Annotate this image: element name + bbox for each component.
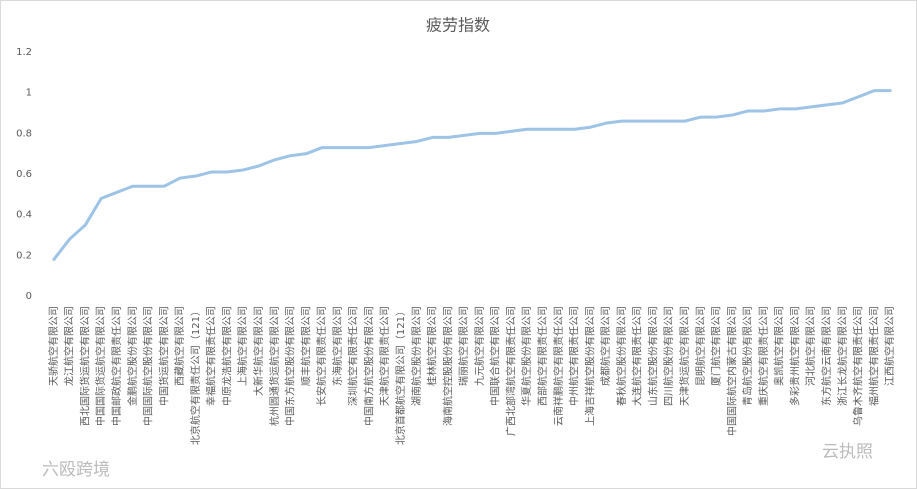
x-tick-label: 杭州圆通货运航空有限公司 bbox=[268, 306, 281, 426]
x-tick-label: 中国国际货运航空有限公司 bbox=[94, 306, 107, 426]
y-tick-label: 0.8 bbox=[16, 128, 32, 139]
x-tick-label: 西藏航空有限公司 bbox=[173, 306, 186, 386]
x-tick-label: 中国国际航空内蒙古有限公司 bbox=[725, 306, 738, 436]
x-tick-label: 中原龙浩航空有限公司 bbox=[220, 306, 233, 406]
x-tick-label: 顺丰航空有限公司 bbox=[299, 306, 312, 386]
x-tick-label: 河北航空有限公司 bbox=[804, 306, 817, 386]
x-tick-label: 北京首都航空有限公司（121） bbox=[394, 306, 407, 445]
x-tick-label: 西北国际货运航空有限公司 bbox=[78, 306, 91, 426]
x-tick-label: 九元航空有限公司 bbox=[473, 306, 486, 386]
x-tick-label: 海南航空控股股份有限公司 bbox=[441, 306, 454, 426]
x-tick-label: 湖南航空股份有限公司 bbox=[410, 306, 423, 406]
x-tick-label: 北京航空有限责任公司（121） bbox=[189, 306, 202, 445]
x-tick-label: 天津航空有限责任公司 bbox=[378, 306, 391, 406]
y-tick-label: 1 bbox=[26, 88, 32, 99]
watermark: 云执照 bbox=[822, 442, 873, 462]
x-tick-label: 瑞丽航空有限公司 bbox=[457, 306, 470, 386]
x-tick-label: 重庆航空有限责任公司 bbox=[757, 306, 770, 406]
x-tick-label: 中州航空有限责任公司 bbox=[568, 306, 581, 406]
x-tick-label: 东方航空云南有限公司 bbox=[820, 306, 833, 406]
y-tick-label: 0.6 bbox=[16, 169, 32, 180]
x-tick-label: 中国联合航空有限公司 bbox=[489, 306, 502, 406]
x-tick-label: 四川航空股份有限公司 bbox=[662, 306, 675, 406]
y-tick-label: 0 bbox=[26, 291, 32, 302]
x-tick-label: 云南祥鹏航空有限责任公司 bbox=[552, 306, 565, 426]
x-tick-label: 中国邮政航空有限责任公司 bbox=[110, 306, 123, 426]
x-tick-label: 大新华航空有限公司 bbox=[252, 306, 265, 396]
x-tick-label: 多彩贵州航空有限公司 bbox=[788, 306, 801, 406]
x-tick-label: 中国东方航空股份有限公司 bbox=[284, 306, 297, 426]
x-tick-label: 奥凯航空有限公司 bbox=[773, 306, 786, 386]
x-tick-label: 西部航空有限责任公司 bbox=[536, 306, 549, 406]
x-tick-label: 中国货运航空有限公司 bbox=[157, 306, 170, 406]
x-tick-label: 长安航空有限责任公司 bbox=[315, 306, 328, 406]
y-tick-label: 0.2 bbox=[16, 250, 32, 261]
x-tick-label: 上海航空有限公司 bbox=[236, 306, 249, 386]
x-tick-label: 东海航空有限公司 bbox=[331, 306, 344, 386]
x-tick-label: 成都航空有限公司 bbox=[599, 306, 612, 386]
x-tick-label: 大连航空有限责任公司 bbox=[631, 306, 644, 406]
y-tick-label: 1.2 bbox=[16, 47, 32, 58]
x-tick-label: 深圳航空有限责任公司 bbox=[347, 306, 360, 406]
x-tick-label: 福州航空有限责任公司 bbox=[867, 306, 880, 406]
chart-title: 疲劳指数 bbox=[426, 16, 490, 35]
y-tick-label: 0.4 bbox=[16, 210, 32, 221]
x-tick-label: 龙江航空有限公司 bbox=[63, 306, 76, 386]
x-tick-label: 中国南方航空股份有限公司 bbox=[362, 306, 375, 426]
x-tick-label: 金鹏航空股份有限公司 bbox=[126, 306, 139, 406]
data-line bbox=[52, 89, 892, 261]
x-tick-label: 青岛航空股份有限公司 bbox=[741, 306, 754, 406]
x-tick-label: 山东航空股份有限公司 bbox=[646, 306, 659, 406]
x-tick-label: 乌鲁木齐航空有限责任公司 bbox=[852, 306, 865, 426]
x-tick-label: 广西北部湾航空有限责任公司 bbox=[504, 306, 517, 436]
x-tick-label: 天津货运航空有限公司 bbox=[678, 306, 691, 406]
x-tick-label: 华夏航空股份有限公司 bbox=[520, 306, 533, 406]
x-tick-label: 春秋航空股份有限公司 bbox=[615, 306, 628, 406]
x-tick-label: 昆明航空有限公司 bbox=[694, 306, 707, 386]
x-tick-label: 厦门航空有限公司 bbox=[710, 306, 723, 386]
x-tick-label: 中国国际航空股份有限公司 bbox=[142, 306, 155, 426]
x-tick-label: 上海吉祥航空股份有限公司 bbox=[583, 306, 596, 426]
x-tick-label: 幸福航空有限责任公司 bbox=[205, 306, 218, 406]
x-tick-label: 江西航空有限公司 bbox=[883, 306, 896, 386]
x-tick-label: 天骄航空有限公司 bbox=[47, 306, 60, 386]
watermark: 六殴跨境 bbox=[42, 460, 110, 480]
x-tick-label: 浙江长龙航空有限公司 bbox=[836, 306, 849, 406]
x-tick-label: 桂林航空有限公司 bbox=[426, 306, 439, 386]
